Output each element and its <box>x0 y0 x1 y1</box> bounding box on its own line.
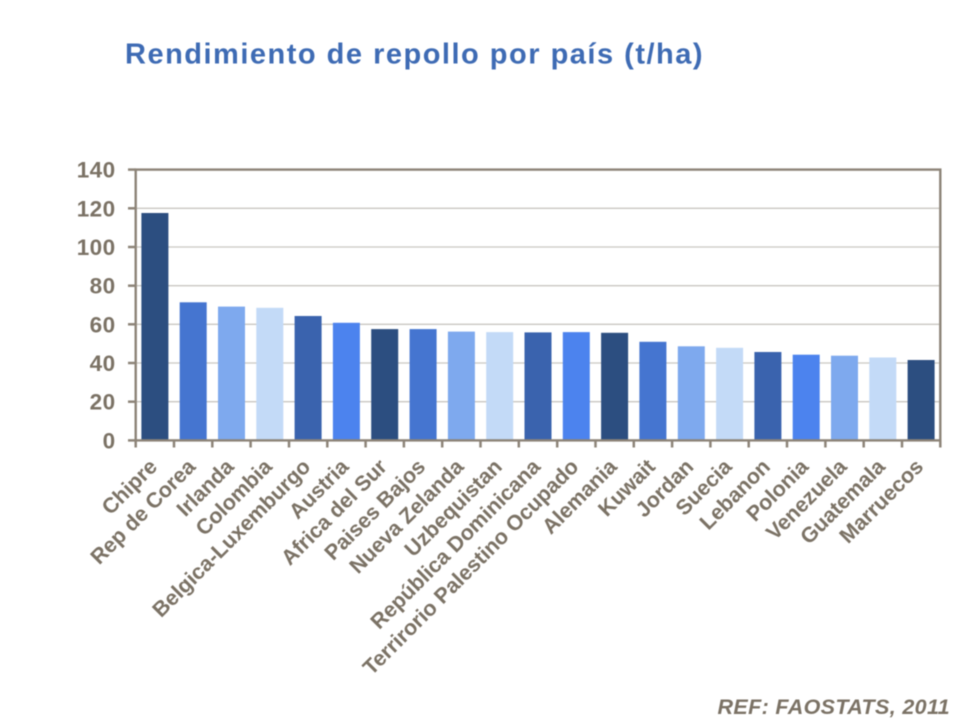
svg-text:60: 60 <box>90 312 116 337</box>
svg-text:120: 120 <box>77 196 116 221</box>
svg-text:100: 100 <box>77 235 116 260</box>
svg-text:REF: FAOSTATS, 2011: REF: FAOSTATS, 2011 <box>718 695 950 719</box>
svg-text:140: 140 <box>77 158 116 183</box>
svg-text:20: 20 <box>90 390 116 415</box>
svg-text:Rendimiento de repollo por paí: Rendimiento de repollo por país (t/ha) <box>125 39 704 71</box>
svg-text:80: 80 <box>90 274 116 299</box>
svg-text:40: 40 <box>90 351 116 376</box>
svg-text:0: 0 <box>103 428 116 453</box>
